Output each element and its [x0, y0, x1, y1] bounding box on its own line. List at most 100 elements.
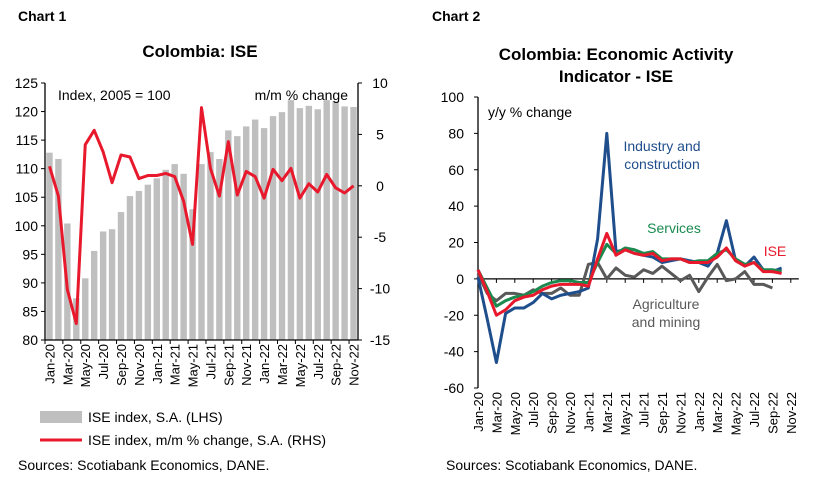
legend-swatch-bars [40, 411, 82, 423]
bar-Nov-20 [135, 190, 143, 340]
bar-Sep-21 [225, 130, 232, 340]
y-tick-label: 80 [448, 125, 464, 141]
x-tick-label: May-22 [293, 344, 308, 387]
bar-May-21 [189, 209, 196, 340]
bar-Jun-22 [305, 105, 313, 340]
y-tick-label: -40 [444, 344, 464, 360]
bar-Jan-22 [260, 128, 268, 340]
chart2-title: Colombia: Economic Activity Indicator - I… [499, 45, 734, 86]
chart2-source: Sources: Scotiabank Economics, DANE. [446, 457, 697, 473]
chart2-title-line: Indicator - ISE [559, 67, 673, 86]
x-tick-label: Nov-21 [673, 392, 688, 434]
chart1-panel-label: Chart 1 [18, 8, 66, 24]
x-tick-label: Jan-22 [692, 392, 707, 432]
x-tick-label: Sep-21 [655, 392, 670, 434]
bar-Sep-20 [117, 212, 125, 340]
x-tick-label: Nov-20 [563, 392, 578, 434]
left-tick-label: 100 [15, 218, 39, 234]
x-tick-label: Sep-22 [329, 344, 344, 386]
series-line-ise [476, 231, 782, 317]
bar-Sep-22 [332, 101, 339, 340]
bar-Nov-22 [350, 106, 357, 340]
x-tick-label: Mar-22 [710, 392, 725, 433]
bar-Jun-21 [198, 164, 205, 340]
x-tick-label: Sep-22 [765, 392, 780, 434]
bar-Mar-22 [278, 112, 286, 340]
bar-Jul-21 [207, 152, 214, 340]
bar-Feb-21 [162, 169, 169, 340]
x-tick-label: Jan-20 [471, 392, 486, 432]
x-tick-label: Nov-22 [784, 392, 799, 434]
bar-Apr-21 [180, 173, 187, 340]
x-tick-label: Jul-22 [311, 344, 326, 379]
left-tick-label: 105 [15, 189, 39, 205]
x-tick-label: Nov-21 [239, 344, 254, 386]
bar-Oct-22 [341, 106, 348, 340]
bar-Feb-20 [55, 158, 62, 340]
right-tick-label: -10 [370, 281, 390, 297]
bar-Mar-21 [171, 164, 178, 340]
chart2-panel-label: Chart 2 [432, 8, 480, 24]
series-label-services: Services [647, 220, 701, 236]
x-tick-label: Jan-22 [257, 344, 272, 384]
x-tick-label: Mar-22 [275, 344, 290, 385]
x-tick-label: Jan-21 [150, 344, 165, 384]
x-tick-label: Jul-22 [747, 392, 762, 427]
bar-Dec-20 [144, 184, 152, 340]
y-tick-label: 100 [441, 89, 465, 105]
x-tick-label: Mar-21 [600, 392, 615, 433]
right-tick-label: 10 [372, 75, 388, 91]
bar-Apr-22 [287, 100, 295, 340]
right-tick-label: 5 [376, 126, 384, 142]
x-tick-label: Jul-20 [96, 344, 111, 379]
bar-Aug-20 [108, 229, 116, 340]
bar-Jul-22 [314, 109, 321, 340]
y-tick-label: 60 [448, 162, 464, 178]
y-tick-label: 0 [456, 271, 464, 287]
bar-Jan-21 [153, 178, 160, 340]
chart2-title-line: Colombia: Economic Activity [499, 45, 734, 64]
x-tick-label: Mar-20 [489, 392, 504, 433]
bar-Oct-21 [234, 136, 241, 340]
x-tick-label: Jul-21 [203, 344, 218, 379]
left-tick-label: 95 [22, 246, 38, 262]
bar-Jun-20 [90, 250, 98, 340]
chart2-y-axis-label: y/y % change [488, 104, 572, 120]
right-tick-label: -15 [370, 332, 390, 348]
x-tick-label: Jan-20 [42, 344, 57, 384]
series-label-agriculture-and-mining: Agriculture [633, 296, 700, 312]
x-tick-label: May-20 [78, 344, 93, 387]
series-label-agriculture-and-mining: and mining [632, 314, 701, 330]
bar-May-20 [82, 278, 89, 340]
left-tick-label: 80 [22, 332, 38, 348]
chart1-left-axis-label: Index, 2005 = 100 [58, 87, 171, 103]
x-tick-label: Sep-20 [114, 344, 129, 386]
series-label-industry-and-construction: Industry and [623, 138, 700, 154]
chart1-source: Sources: Scotiabank Economics, DANE. [18, 457, 269, 473]
x-tick-label: May-21 [618, 392, 633, 435]
bar-Jan-20 [46, 152, 53, 340]
series-label-industry-and-construction: construction [624, 156, 699, 172]
chart1-right-axis-label: m/m % change [255, 87, 349, 103]
x-tick-label: Jul-21 [637, 392, 652, 427]
left-tick-label: 125 [15, 75, 39, 91]
x-tick-label: Mar-20 [60, 344, 75, 385]
series-label-ise: ISE [764, 243, 787, 259]
y-tick-label: -60 [444, 380, 464, 396]
bar-Jul-20 [99, 231, 107, 340]
x-tick-label: Nov-22 [347, 344, 362, 386]
bar-May-22 [296, 108, 304, 340]
x-tick-label: May-22 [729, 392, 744, 435]
x-tick-label: Jul-20 [526, 392, 541, 427]
bar-Aug-22 [323, 100, 330, 340]
legend-label-line: ISE index, m/m % change, S.A. (RHS) [88, 432, 326, 448]
y-tick-label: 40 [448, 198, 464, 214]
x-tick-label: Mar-21 [168, 344, 183, 385]
x-tick-label: Nov-20 [132, 344, 147, 386]
x-tick-label: May-21 [186, 344, 201, 387]
y-tick-label: 20 [448, 235, 464, 251]
x-tick-label: Sep-20 [545, 392, 560, 434]
left-tick-label: 85 [22, 303, 38, 319]
bar-Dec-21 [251, 119, 259, 340]
chart1-title: Colombia: ISE [142, 42, 257, 61]
